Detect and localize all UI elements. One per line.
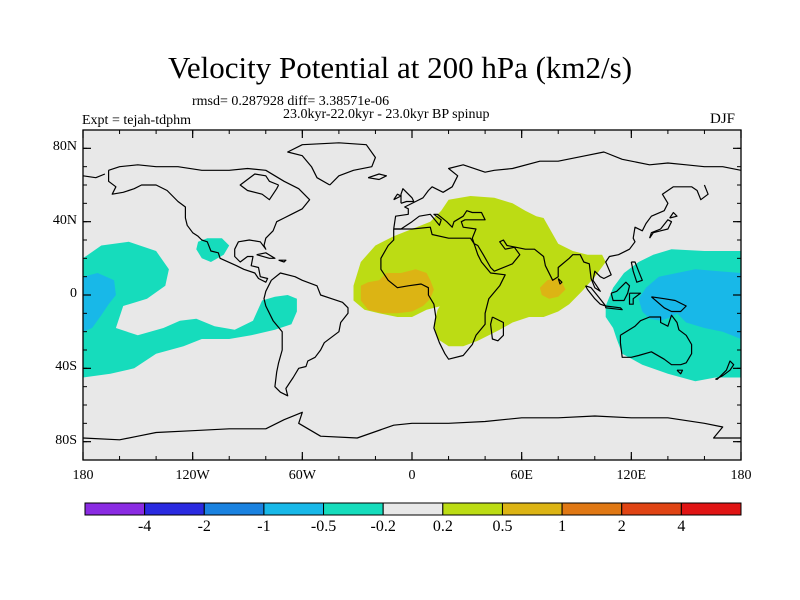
lon-tick-label: 60E <box>510 468 533 483</box>
coastline <box>83 173 106 179</box>
colorbar-swatch <box>621 502 682 516</box>
colorbar-swatch <box>501 502 563 516</box>
colorbar-label: 1 <box>558 518 567 535</box>
colorbar-swatch <box>84 502 146 516</box>
coastline <box>676 369 684 375</box>
coastline <box>256 252 276 259</box>
colorbar-label: 0.2 <box>432 518 453 535</box>
coastline <box>393 184 709 292</box>
colorbar-label: -2 <box>197 518 211 535</box>
colorbar-label: -4 <box>137 518 152 535</box>
coastline <box>278 259 287 263</box>
lat-tick-label: 40N <box>52 212 77 228</box>
experiment-label: Expt = tejah-tdphm <box>82 113 191 128</box>
colorbar-swatch <box>203 502 265 516</box>
colorbar-label: -1 <box>257 518 271 535</box>
coastline <box>585 285 607 307</box>
colorbar-swatch <box>680 502 742 516</box>
region-atlantic-positive-max <box>360 269 434 314</box>
region-east-pacific-negative <box>83 241 297 378</box>
coastline <box>651 296 687 313</box>
lon-tick-label: 120W <box>175 468 210 483</box>
coastline <box>380 226 506 360</box>
coastline <box>649 219 673 239</box>
colorbar-label: 4 <box>677 518 686 535</box>
colorbar-label: -0.2 <box>370 518 396 535</box>
coastline <box>239 173 280 201</box>
coastline <box>263 272 349 397</box>
colorbar-swatch <box>382 502 444 516</box>
colorbar-swatch <box>442 502 503 516</box>
colorbar-label: 2 <box>617 518 626 535</box>
coastline <box>630 261 643 283</box>
region-india-positive-max <box>539 278 566 299</box>
coastline <box>628 292 642 305</box>
lat-tick-label: 80N <box>52 139 77 155</box>
lat-tick-label: 0 <box>70 286 77 301</box>
coastline <box>393 193 402 201</box>
lon-tick-label: 120E <box>616 468 647 483</box>
coastline <box>287 142 376 186</box>
lat-tick-label: 40S <box>55 359 77 375</box>
lon-tick-label: 180 <box>730 468 752 483</box>
coastline <box>367 173 387 181</box>
chart-title: Velocity Potential at 200 hPa (km2/s) <box>167 50 633 85</box>
period-subtitle: 23.0kyr-22.0kyr - 23.0kyr BP spinup <box>283 107 490 122</box>
colorbar-swatch <box>323 502 384 516</box>
coastline <box>669 211 678 219</box>
rmsd-subtitle: rmsd= 0.287928 diff= 3.38571e-06 <box>192 94 390 109</box>
lon-tick-label: 0 <box>408 468 416 483</box>
colorbar-label: -0.5 <box>310 518 337 535</box>
coastline <box>83 411 741 441</box>
lon-tick-label: 180 <box>72 468 94 483</box>
coastline <box>400 188 415 204</box>
coastline <box>715 360 735 380</box>
lon-tick-label: 60W <box>288 468 316 483</box>
colorbar-swatch <box>561 502 623 516</box>
lat-tick-label: 80S <box>55 432 77 448</box>
colorbar-swatch <box>263 502 325 516</box>
coastline <box>393 151 741 230</box>
coastline <box>490 316 504 342</box>
region-gulf-negative <box>196 238 230 262</box>
colorbar-swatch <box>144 502 205 516</box>
region-pacific-dateline-negative <box>83 273 116 332</box>
coastline <box>619 314 693 366</box>
season-label: DJF <box>710 111 736 127</box>
coastline <box>107 164 311 283</box>
region-west-pacific-core <box>638 269 741 339</box>
coastline <box>605 305 623 311</box>
coastlines <box>83 142 741 441</box>
coastline <box>610 281 631 302</box>
coastline <box>557 278 563 285</box>
colorbar-label: 0.5 <box>492 518 513 535</box>
